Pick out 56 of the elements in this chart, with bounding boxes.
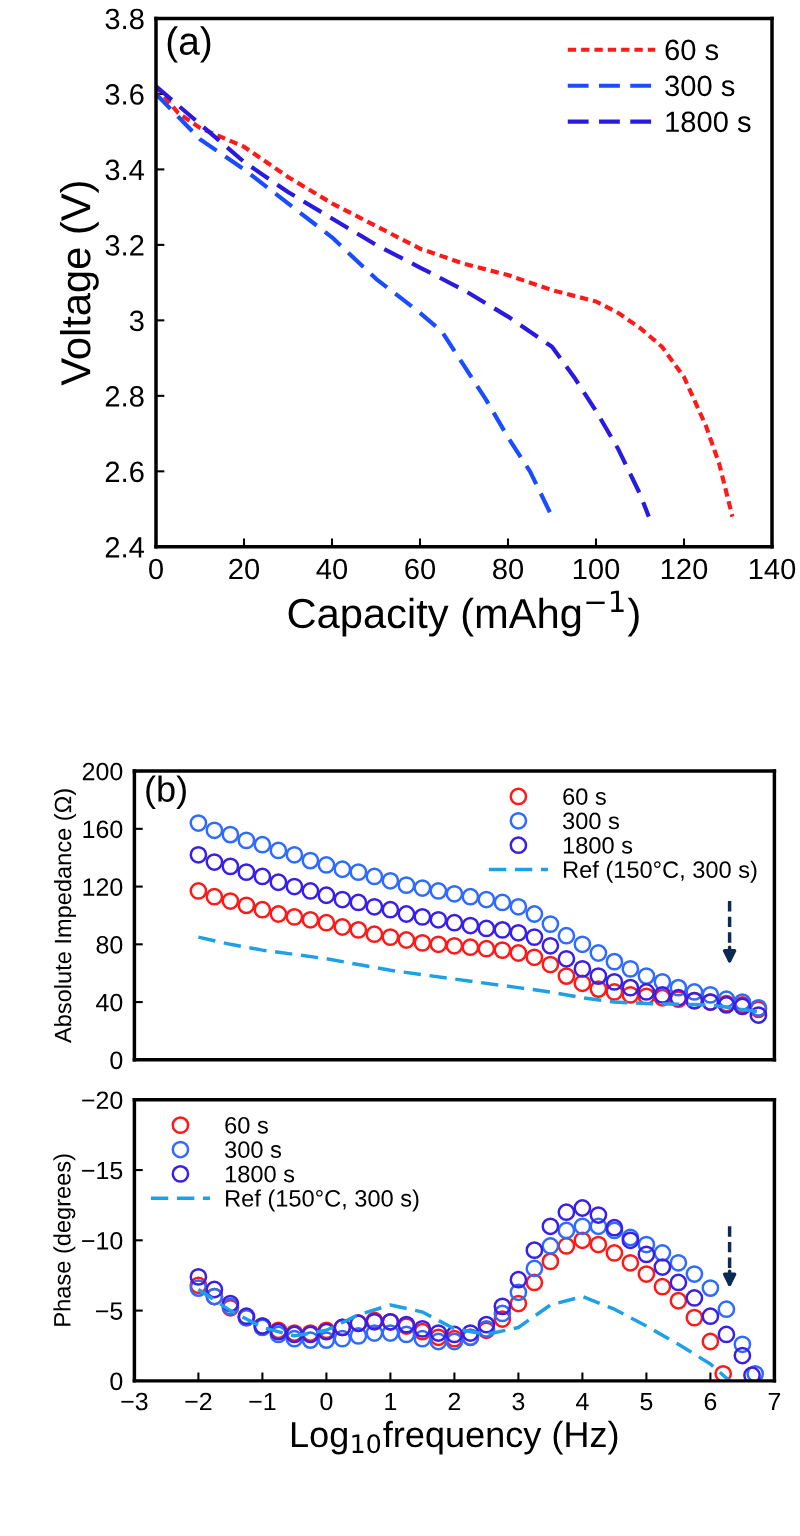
legend-label: 1800 s (666, 111, 751, 133)
y-tick-label: 2.6 (105, 461, 144, 483)
x-tick-label: −3 (121, 1392, 148, 1411)
x-tick-label: 3 (512, 1392, 525, 1411)
y-tick-label: 120 (83, 878, 123, 896)
x-tick-label: 100 (573, 558, 620, 580)
x-tick-label: 60 (405, 558, 436, 580)
x-tick-label: 5 (640, 1392, 653, 1411)
legend-label: 1800 s (225, 1165, 295, 1183)
legend-label: 300 s (665, 75, 735, 97)
annotation: (a) (167, 26, 211, 63)
x-tick-label: −1 (249, 1392, 276, 1411)
x-tick-label: −2 (185, 1392, 212, 1411)
x-tick-label: 0 (320, 1392, 333, 1411)
x-tick-label: 0 (149, 558, 163, 580)
x-tick-label: 1 (385, 1392, 397, 1411)
y-tick-label: −20 (82, 1091, 123, 1110)
y-tick-label: 2.8 (105, 386, 144, 407)
legend-label: 60 s (665, 39, 719, 61)
x-tick-label: 6 (704, 1392, 717, 1411)
y-tick-label: 160 (83, 820, 123, 839)
y-tick-label: −10 (82, 1231, 123, 1250)
y-tick-label: 2.4 (105, 537, 145, 558)
y-tick-label: 3.8 (105, 8, 144, 30)
y-tick-label: 80 (96, 935, 123, 954)
x-tick-label: 80 (493, 558, 524, 580)
x-axis-title: Capacity (mAhg$^{−1}$) (288, 590, 639, 637)
y-axis-title: Voltage (V) (59, 182, 99, 386)
x-tick-label: 120 (661, 558, 708, 580)
y-axis-title: Absolute Impedance (Ω) (54, 789, 77, 1043)
y-tick-label: 0 (110, 1372, 123, 1391)
y-tick-label: 200 (82, 762, 123, 781)
x-tick-label: 2 (448, 1392, 461, 1411)
x-tick-label: 140 (749, 558, 796, 580)
y-tick-label: 3.2 (105, 235, 144, 256)
x-tick-label: 40 (316, 558, 348, 580)
legend-label: 60 s (563, 788, 606, 805)
y-axis-title: Phase (degrees) (53, 1154, 76, 1326)
x-tick-label: 4 (576, 1392, 589, 1411)
legend-label: 60 s (225, 1116, 268, 1134)
y-tick-label: 3 (129, 310, 144, 332)
annotation: (b) (146, 775, 186, 810)
legend-label: Ref (150°C, 300 s) (564, 860, 757, 883)
y-tick-label: −15 (82, 1161, 123, 1180)
y-tick-label: 3.6 (105, 84, 144, 105)
y-tick-label: 3.4 (105, 159, 145, 181)
x-tick-label: 20 (229, 558, 260, 580)
legend-label: Ref (150°C, 300 s) (226, 1189, 419, 1212)
y-tick-label: 0 (110, 1051, 123, 1070)
y-tick-label: −5 (96, 1302, 123, 1320)
y-tick-label: 40 (96, 993, 123, 1012)
x-tick-label: 7 (768, 1392, 781, 1411)
legend-label: 300 s (225, 1141, 282, 1159)
legend-label: 1800 s (563, 836, 633, 854)
legend-label: 300 s (562, 812, 619, 830)
x-axis-title: Log$_{10}$frequency (Hz) (291, 1420, 618, 1455)
